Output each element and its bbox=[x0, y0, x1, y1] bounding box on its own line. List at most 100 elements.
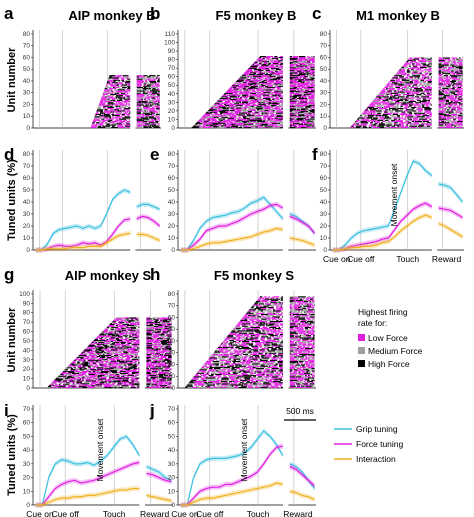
raster-segment bbox=[379, 116, 382, 118]
raster-segment bbox=[266, 116, 272, 118]
raster-segment bbox=[413, 112, 418, 114]
raster-segment bbox=[208, 382, 213, 384]
raster-segment bbox=[415, 102, 421, 104]
raster-segment bbox=[146, 323, 149, 325]
raster-segment bbox=[247, 379, 254, 381]
raster-segment bbox=[131, 377, 134, 379]
raster-segment bbox=[281, 339, 283, 341]
panel-label-h: h bbox=[150, 265, 160, 284]
raster-segment bbox=[161, 362, 164, 364]
raster-segment bbox=[266, 370, 270, 372]
raster-segment bbox=[308, 323, 312, 325]
raster-segment bbox=[113, 356, 120, 358]
raster-segment bbox=[164, 369, 168, 371]
raster-segment bbox=[399, 122, 407, 124]
raster-segment bbox=[278, 364, 283, 366]
panel-title-g: AIP monkey S bbox=[65, 268, 152, 283]
raster-segment bbox=[258, 305, 263, 307]
raster-segment bbox=[100, 342, 103, 344]
raster-segment bbox=[117, 99, 123, 101]
raster-segment bbox=[438, 65, 445, 67]
raster-segment bbox=[232, 115, 237, 117]
raster-segment bbox=[92, 370, 95, 373]
raster-segment bbox=[82, 365, 91, 367]
raster-segment bbox=[121, 79, 124, 81]
raster-segment bbox=[253, 348, 259, 350]
raster-segment bbox=[261, 308, 267, 310]
raster-segment bbox=[122, 76, 129, 78]
raster-segment bbox=[124, 124, 131, 126]
raster-segment bbox=[404, 63, 411, 65]
raster-segment bbox=[289, 348, 297, 350]
raster-segment bbox=[99, 115, 104, 117]
raster-segment bbox=[280, 116, 283, 118]
raster-segment bbox=[279, 125, 283, 127]
raster-segment bbox=[131, 335, 134, 337]
raster-segment bbox=[146, 329, 154, 331]
raster-segment bbox=[107, 120, 111, 123]
raster-segment bbox=[76, 382, 80, 384]
raster-segment bbox=[249, 100, 257, 102]
raster-segment bbox=[146, 367, 148, 369]
raster-segment bbox=[117, 103, 124, 105]
raster-segment bbox=[224, 100, 230, 102]
raster-segment bbox=[403, 64, 408, 66]
raster-segment bbox=[311, 89, 315, 91]
raster-segment bbox=[103, 386, 112, 388]
raster-segment bbox=[452, 85, 455, 87]
raster-segment bbox=[234, 100, 242, 102]
raster-segment bbox=[297, 356, 304, 358]
raster-segment bbox=[313, 100, 315, 102]
raster-segment bbox=[81, 372, 86, 374]
raster-segment bbox=[225, 97, 232, 99]
raster-segment bbox=[409, 92, 412, 94]
raster-segment bbox=[203, 125, 206, 127]
raster-segment bbox=[227, 370, 233, 372]
raster-segment bbox=[251, 315, 256, 317]
raster-segment bbox=[280, 71, 283, 73]
raster-segment bbox=[444, 83, 451, 85]
raster-segment bbox=[126, 320, 135, 322]
raster-segment bbox=[309, 380, 313, 383]
raster-segment bbox=[144, 79, 147, 81]
raster-segment bbox=[461, 78, 463, 80]
raster-segment bbox=[279, 99, 283, 101]
raster-segment bbox=[254, 71, 259, 73]
raster-segment bbox=[438, 62, 443, 64]
raster-segment bbox=[101, 351, 105, 353]
raster-segment bbox=[281, 340, 283, 343]
raster-segment bbox=[186, 384, 193, 386]
raster-segment bbox=[265, 379, 273, 381]
raster-segment bbox=[111, 123, 115, 125]
ytick-label-e: 50 bbox=[168, 187, 176, 194]
raster-segment bbox=[118, 336, 123, 338]
raster-segment bbox=[259, 359, 268, 361]
raster-segment bbox=[272, 69, 279, 71]
raster-segment bbox=[227, 359, 234, 361]
raster-segment bbox=[255, 60, 259, 62]
raster-segment bbox=[95, 352, 104, 354]
raster-segment bbox=[253, 382, 256, 384]
raster-segment bbox=[265, 69, 270, 71]
raster-segment bbox=[266, 86, 275, 88]
raster-segment bbox=[142, 111, 149, 113]
raster-segment bbox=[376, 112, 382, 114]
raster-segment bbox=[119, 370, 126, 373]
raster-segment bbox=[430, 120, 432, 123]
raster-segment bbox=[415, 69, 422, 71]
raster-segment bbox=[156, 374, 159, 376]
raster-segment bbox=[312, 349, 315, 351]
raster-segment bbox=[161, 360, 166, 362]
raster-segment bbox=[151, 354, 158, 357]
raster-segment bbox=[101, 349, 109, 351]
raster-segment bbox=[267, 311, 275, 313]
raster-segment bbox=[104, 348, 110, 350]
raster-segment bbox=[416, 93, 422, 96]
raster-segment bbox=[308, 97, 315, 99]
ytick-label-d: 10 bbox=[23, 235, 31, 242]
raster-segment bbox=[264, 83, 273, 85]
raster-segment bbox=[311, 106, 315, 108]
raster-segment bbox=[226, 340, 229, 343]
raster-segment bbox=[311, 57, 315, 59]
